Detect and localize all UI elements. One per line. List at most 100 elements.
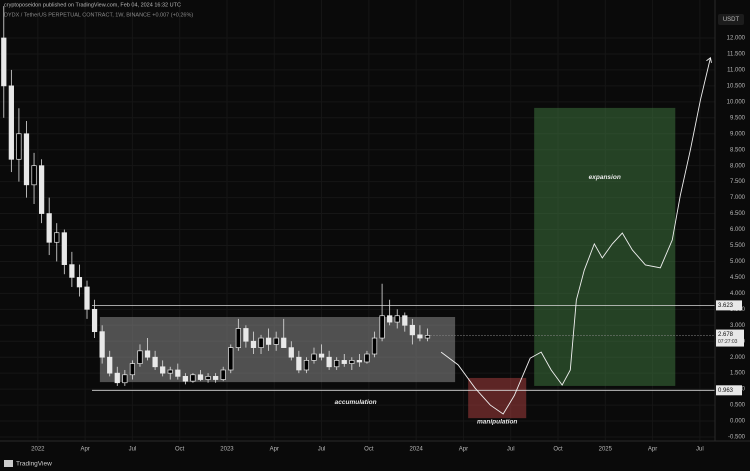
candle-body [273, 337, 279, 345]
candle-body [281, 337, 287, 348]
y-tick-label: 5.500 [730, 243, 746, 249]
x-tick-label: 2023 [220, 447, 234, 453]
y-tick-label: 9.000 [730, 131, 746, 137]
candle-body [144, 350, 151, 358]
y-tick-label: 11.500 [727, 52, 746, 58]
candle-body [69, 264, 75, 278]
candle-body [114, 372, 120, 384]
y-tick-label: 6.500 [730, 211, 746, 217]
candle-body [197, 374, 204, 380]
projection-line [440, 57, 711, 415]
level-label: 0.963 [718, 388, 734, 394]
candle-body [31, 165, 37, 186]
y-tick-label: -0.500 [728, 435, 746, 441]
x-tick-label: Oct [175, 447, 185, 453]
candle-body [288, 347, 294, 358]
candle-body [182, 376, 188, 382]
x-tick-label: 2025 [599, 447, 613, 453]
candle-body [356, 360, 363, 363]
candle-body [205, 376, 211, 380]
zone-label: expansion [589, 174, 621, 181]
level-tag [716, 385, 742, 396]
x-tick-label: Oct [364, 447, 374, 453]
countdown: 07:27:03 [718, 339, 738, 345]
brand-logo [4, 460, 13, 467]
candle-body [8, 85, 14, 160]
y-tick-label: 1.500 [730, 371, 746, 377]
candle-body [175, 369, 181, 377]
candle-body [76, 277, 83, 288]
candle-body [311, 353, 317, 361]
candle-body [334, 360, 340, 368]
y-tick-label: 4.500 [730, 275, 746, 281]
candle-body [152, 356, 158, 368]
candle-body [409, 324, 415, 336]
candle-body [16, 133, 22, 160]
y-tick-label: 7.500 [730, 179, 746, 185]
candle-body [1, 37, 7, 87]
candle-body [349, 360, 355, 364]
price-axis [715, 0, 750, 441]
x-tick-label: Jul [318, 447, 326, 453]
zone [534, 107, 676, 386]
y-tick-label: 0.000 [730, 419, 746, 425]
y-tick-label: 7.000 [730, 195, 746, 201]
candle-body [364, 353, 370, 363]
candle-body [46, 213, 52, 243]
y-tick-label: 6.000 [730, 227, 746, 233]
candle-body [402, 315, 408, 326]
candle-body [235, 328, 241, 348]
y-tick-label: 12.000 [727, 36, 746, 42]
zone-label: manipulation [477, 418, 517, 425]
x-tick-label: 2022 [31, 447, 45, 453]
candle-body [91, 308, 98, 333]
x-tick-label: Apr [270, 447, 279, 453]
zone [468, 377, 527, 419]
candle-body [160, 366, 166, 374]
y-tick-label: 10.000 [727, 99, 746, 105]
candle-body [303, 360, 310, 371]
candle-body [258, 337, 264, 348]
candle-body [84, 286, 90, 310]
candle-body [137, 350, 143, 364]
candle-body [190, 374, 196, 382]
level-label: 3.623 [718, 303, 734, 309]
y-tick-label: 0.500 [730, 403, 746, 409]
candle-body [296, 356, 302, 371]
x-tick-label: Jul [696, 447, 704, 453]
x-tick-label: Oct [553, 447, 563, 453]
candle-body [122, 374, 128, 384]
x-tick-label: 2024 [409, 447, 423, 453]
x-tick-label: Apr [648, 447, 657, 453]
candle-body [129, 363, 136, 376]
x-tick-label: Jul [507, 447, 515, 453]
y-tick-label: 2.000 [730, 355, 746, 361]
publisher: cryptoposeidon published on TradingView.… [4, 2, 181, 8]
y-tick-label: 11.000 [727, 67, 746, 73]
y-tick-label: 8.500 [730, 147, 746, 153]
currency[interactable]: USDT [723, 17, 740, 23]
candle-body [228, 347, 234, 371]
brand: TradingView [16, 461, 52, 468]
candle-body [387, 315, 393, 323]
currency-box[interactable] [718, 14, 744, 25]
candle-body [424, 335, 431, 339]
candle-body [38, 165, 45, 214]
projection-arrow [706, 56, 712, 63]
candle-body [23, 133, 30, 186]
x-tick-label: Jul [129, 447, 137, 453]
candle-body [250, 340, 257, 348]
last-price-label: 2.678 [718, 332, 734, 338]
candle-body [394, 315, 400, 323]
zone-label: accumulation [335, 399, 377, 406]
candle-body [341, 360, 347, 364]
y-tick-label: 10.500 [727, 83, 746, 89]
level-tag [716, 300, 742, 311]
y-tick-label: 5.000 [730, 259, 746, 265]
candle-body [326, 356, 332, 368]
candle-body [107, 356, 113, 374]
candle-body [243, 328, 249, 342]
candle-body [167, 369, 173, 374]
